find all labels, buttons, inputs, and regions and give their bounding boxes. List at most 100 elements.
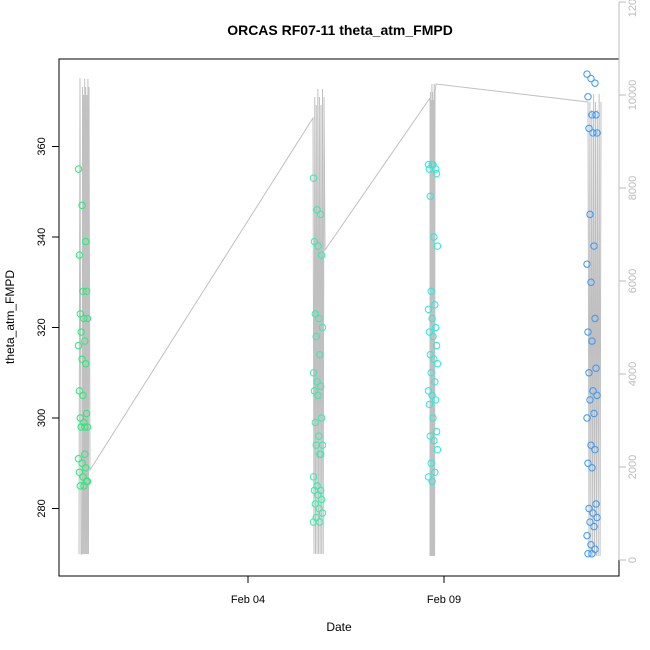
data-point: [76, 482, 85, 490]
data-point: [424, 305, 433, 314]
y-right-tick-label: 2000: [627, 455, 639, 479]
data-point: [432, 169, 441, 178]
data-point: [315, 432, 323, 440]
data-point: [425, 328, 434, 336]
data-point: [429, 332, 437, 341]
y-tick-label: 340: [36, 228, 48, 246]
y-tick-label: 320: [36, 318, 48, 336]
data-point: [584, 459, 592, 467]
data-point: [428, 391, 436, 400]
data-point: [588, 111, 596, 119]
data-point: [590, 409, 598, 418]
data-point: [74, 455, 83, 463]
data-point: [584, 93, 592, 101]
data-point: [426, 350, 434, 359]
data-point: [317, 251, 326, 259]
data-point: [317, 450, 325, 458]
data-point: [432, 323, 440, 332]
data-point: [313, 482, 321, 490]
data-point: [584, 328, 592, 336]
y-right-tick-label: 8000: [627, 176, 639, 200]
data-point: [592, 111, 600, 119]
y-right-tick-label: 12000: [627, 0, 639, 17]
data-point: [433, 242, 442, 250]
data-point: [431, 301, 439, 309]
data-point: [78, 201, 86, 210]
data-point: [585, 124, 593, 133]
data-point: [81, 337, 89, 345]
data-point: [430, 233, 438, 241]
data-point: [587, 74, 595, 83]
data-point: [82, 237, 90, 246]
data-point: [75, 468, 84, 476]
data-point: [588, 464, 596, 472]
data-point: [592, 500, 600, 508]
data-point: [583, 260, 591, 268]
data-point: [75, 387, 84, 395]
data-point: [427, 459, 435, 467]
data-point: [583, 70, 591, 78]
data-point: [592, 364, 600, 372]
data-point: [311, 310, 319, 318]
data-point: [591, 314, 599, 323]
data-point: [82, 287, 91, 295]
chart-title: ORCAS RF07-11 theta_atm_FMPD: [227, 22, 453, 38]
data-point: [309, 369, 318, 377]
data-point: [314, 491, 322, 499]
data-point: [424, 473, 433, 481]
data-point: [314, 242, 322, 250]
data-point: [309, 518, 318, 526]
data-point: [317, 382, 325, 391]
x-tick-label: Feb 09: [427, 594, 461, 606]
data-point: [317, 414, 326, 422]
data-point: [78, 459, 86, 467]
y-right-tick-label: 0: [627, 557, 639, 563]
points-layer: [74, 70, 601, 558]
altitude-line: [78, 77, 602, 557]
y-right-tick-label: 4000: [627, 362, 639, 386]
data-point: [75, 251, 84, 259]
data-point: [584, 550, 592, 558]
data-point: [425, 400, 434, 409]
x-tick-label: Feb 04: [231, 594, 265, 606]
data-point: [312, 332, 320, 341]
data-point: [586, 210, 594, 219]
data-point: [309, 174, 318, 182]
data-point: [76, 310, 85, 318]
data-point: [83, 314, 92, 323]
data-point: [426, 432, 434, 440]
data-point: [588, 337, 596, 345]
data-point: [591, 445, 599, 454]
data-point: [433, 445, 442, 454]
data-point: [430, 436, 438, 445]
data-point: [79, 391, 87, 400]
data-point: [76, 414, 85, 422]
data-point: [424, 387, 433, 395]
data-point: [429, 160, 437, 169]
data-point: [586, 518, 594, 526]
data-point: [77, 328, 85, 336]
data-point: [77, 423, 85, 431]
data-point: [80, 314, 88, 323]
data-point: [589, 129, 597, 137]
data-point: [82, 464, 90, 472]
data-point: [79, 287, 87, 295]
data-point: [429, 414, 437, 422]
data-point: [583, 531, 591, 540]
data-point: [589, 387, 597, 395]
data-point: [593, 513, 601, 522]
data-point: [424, 160, 433, 169]
data-point: [593, 391, 601, 400]
data-point: [313, 206, 321, 214]
data-point: [591, 79, 599, 87]
data-point: [585, 369, 593, 377]
data-point: [589, 509, 597, 517]
data-point: [590, 522, 598, 531]
data-point: [431, 378, 439, 386]
data-point: [590, 242, 598, 250]
y-axis-label: theta_atm_FMPD: [3, 270, 17, 364]
data-point: [432, 341, 441, 350]
y-axis-left: 280 300 320 340 360: [36, 137, 60, 518]
data-point: [587, 278, 595, 286]
